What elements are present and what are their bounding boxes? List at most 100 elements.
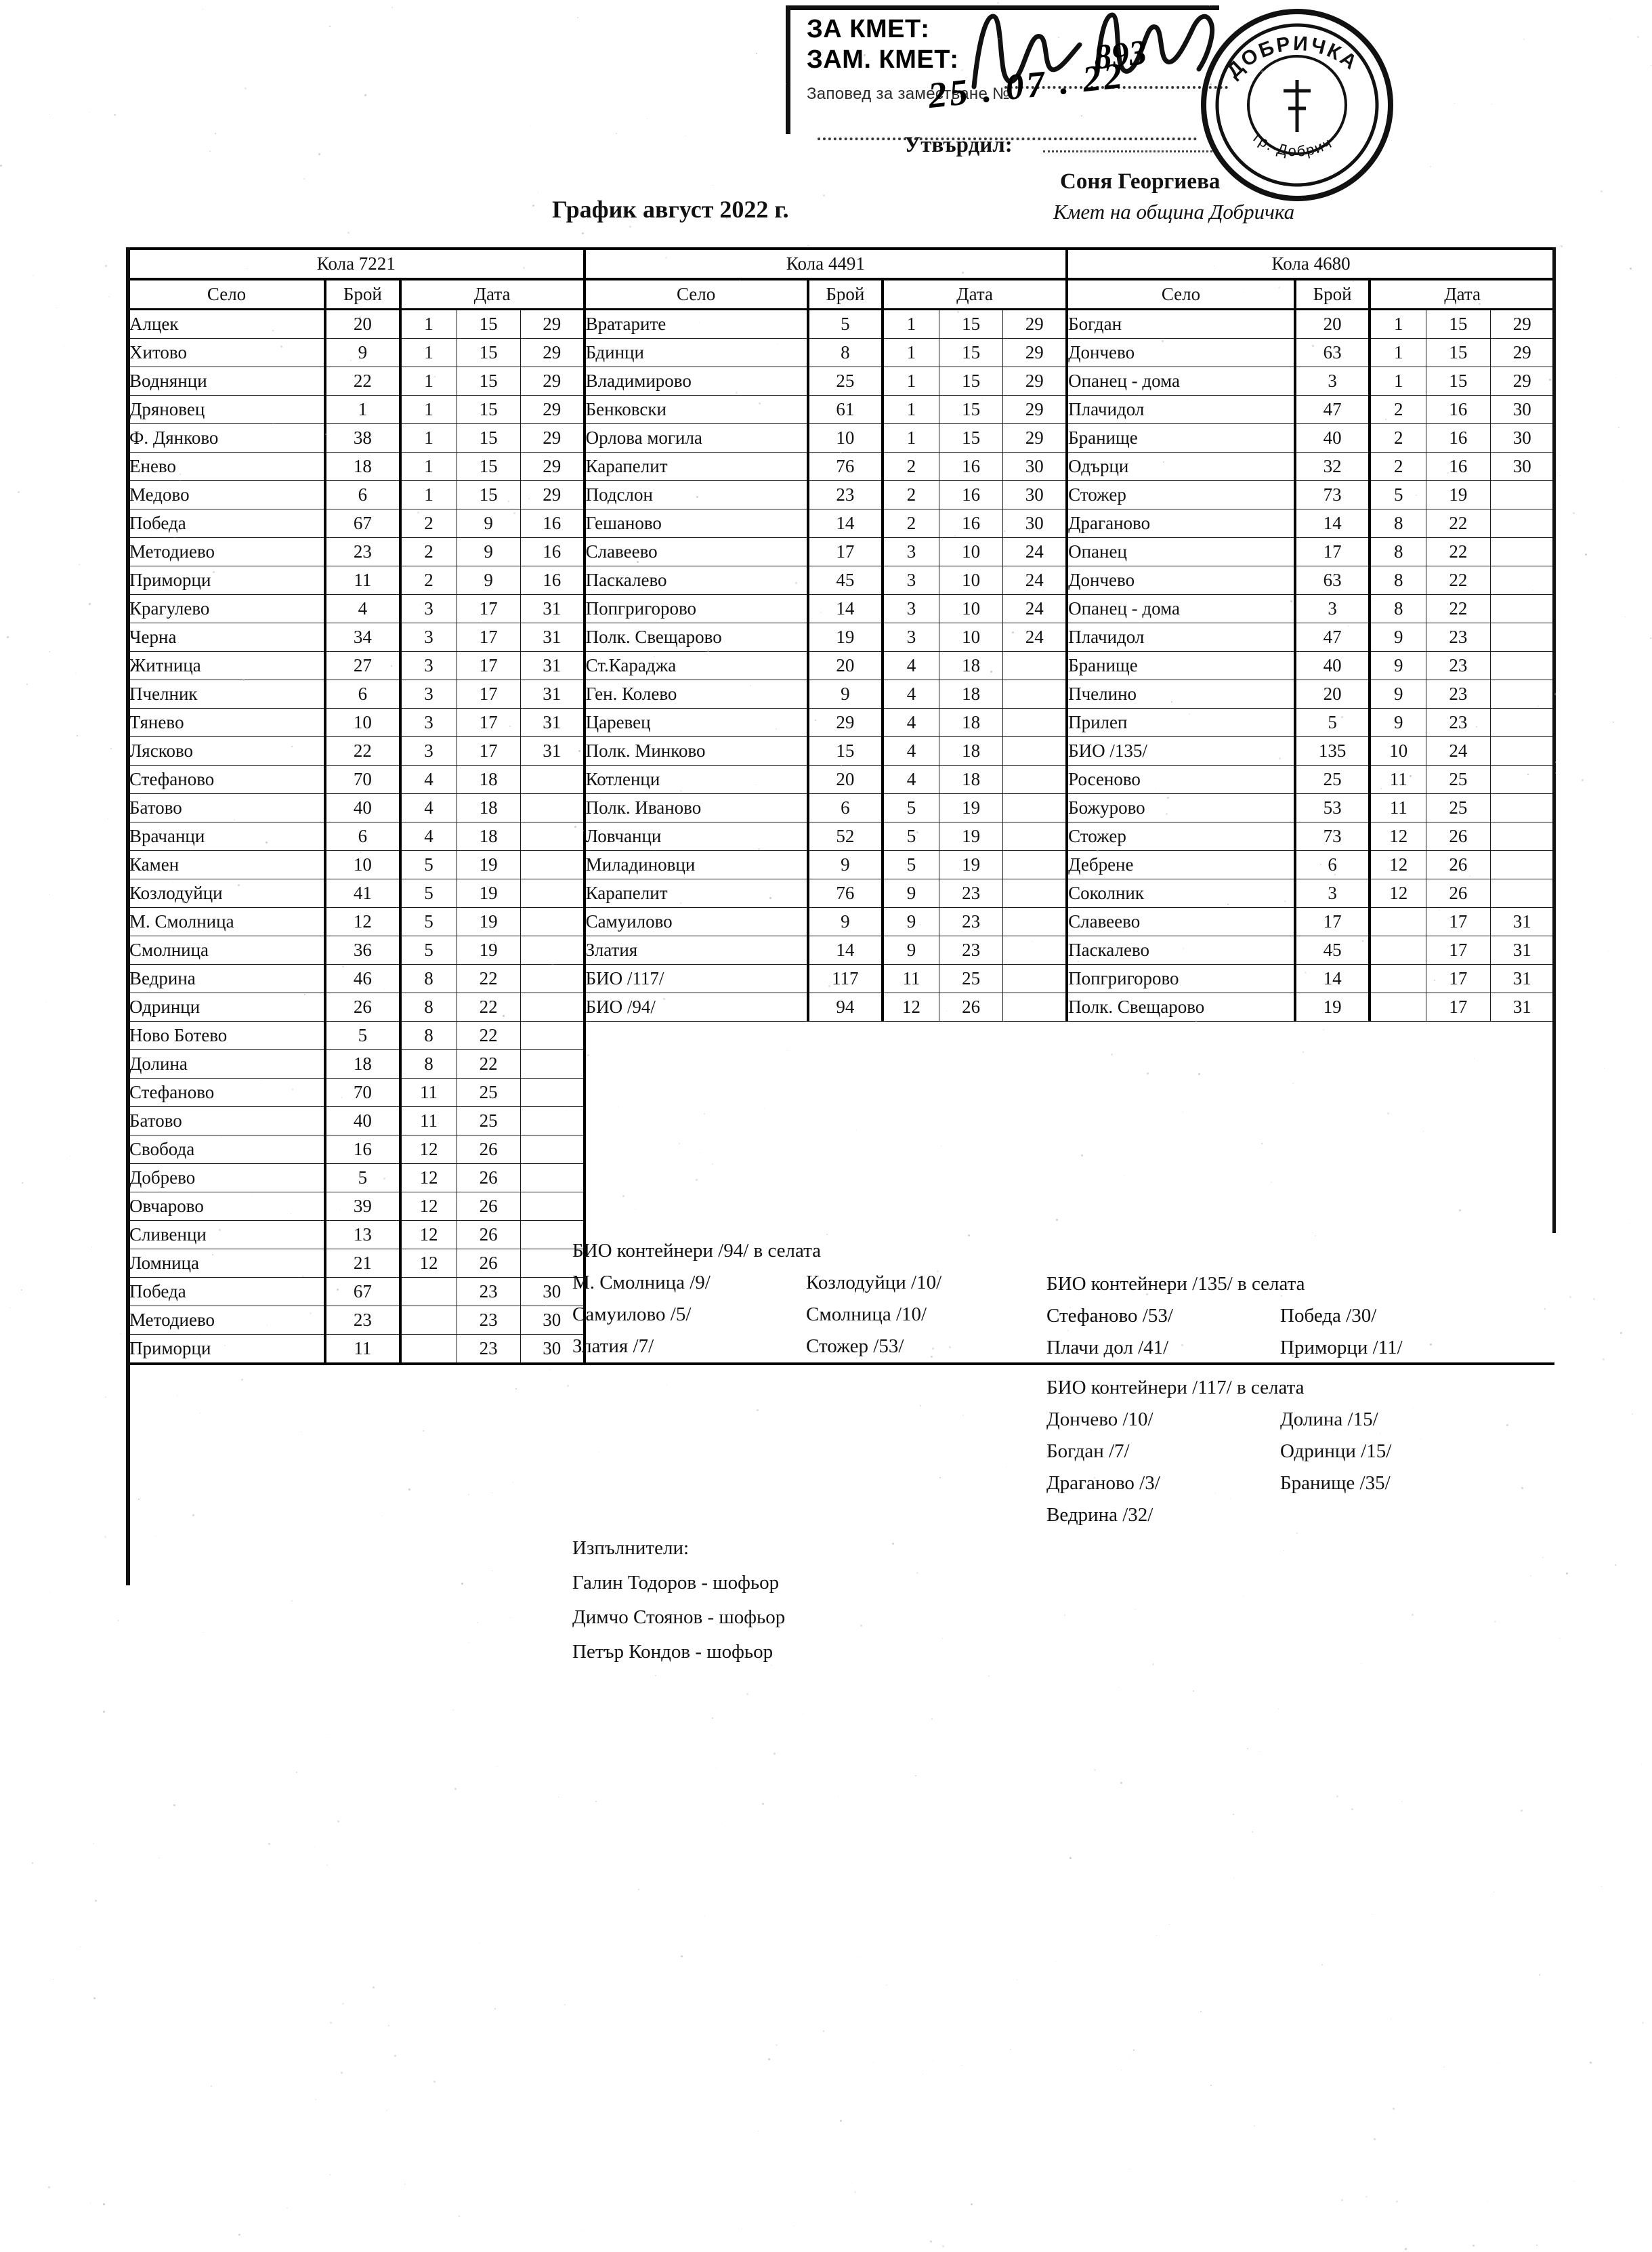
date-3: [1489, 879, 1555, 908]
date-1: 3: [881, 594, 940, 623]
date-3: [520, 1021, 586, 1050]
scan-speck: [137, 900, 139, 901]
table-row: Победа 67 2 9 16 Гешаново 14 2 16 30 Драганово 14 8 2…: [129, 509, 1555, 538]
village-name: Котленци: [584, 765, 809, 794]
scan-speck: [1078, 961, 1079, 962]
village-name: Карапелит: [584, 879, 809, 908]
scan-speck: [341, 2072, 343, 2074]
scan-speck: [1312, 1232, 1313, 1233]
date-3: [520, 1049, 586, 1079]
date-1: 5: [881, 793, 940, 822]
date-3: [520, 850, 586, 879]
date-3: 30: [520, 1306, 586, 1335]
scan-speck: [700, 2047, 701, 2048]
village-name: Полк. Иваново: [584, 793, 809, 822]
date-2: 17: [1426, 964, 1491, 993]
note-bio-94-row: М. Смолница /9/Козлодуйци /10/: [572, 1267, 1040, 1299]
note-bio-135-row: Плачи дол /41/Приморци /11/: [1046, 1332, 1514, 1364]
village-count: 14: [806, 936, 883, 965]
date-1: 8: [1368, 566, 1427, 595]
date-2: 23: [1426, 623, 1491, 652]
scan-speck: [1615, 1564, 1616, 1566]
scan-speck: [1256, 101, 1257, 102]
date-2: 10: [939, 623, 1004, 652]
scan-speck: [1094, 1769, 1096, 1771]
scan-speck: [707, 650, 709, 652]
scan-speck: [1351, 1808, 1353, 1810]
scan-speck: [209, 150, 211, 152]
village-name: Хитово: [129, 338, 326, 367]
scan-speck: [762, 1803, 764, 1805]
scan-speck: [272, 423, 274, 424]
date-3: [1489, 566, 1555, 595]
village-count: 12: [324, 907, 401, 936]
scan-speck: [1113, 945, 1114, 946]
scan-speck: [174, 434, 176, 436]
scan-speck: [272, 330, 274, 331]
date-2: 23: [939, 936, 1004, 965]
scan-speck: [1123, 91, 1124, 92]
date-1: 11: [1368, 765, 1427, 794]
scan-speck: [1292, 1083, 1294, 1084]
village-name: Орлова могила: [584, 423, 809, 453]
scan-speck: [211, 2085, 212, 2087]
date-1: 5: [398, 850, 457, 879]
scan-speck: [497, 1766, 498, 1767]
village-name: Стожер: [1066, 480, 1296, 509]
scan-speck: [1608, 951, 1609, 952]
scan-speck: [1393, 2108, 1395, 2110]
village-count: 22: [324, 736, 401, 766]
scan-speck: [1412, 1614, 1414, 1616]
date-3: 29: [1002, 367, 1069, 396]
executor-name: Петър Кондов - шофьор: [572, 1641, 774, 1663]
notes-bio-117-heading: БИО контейнери /117/ в селата: [1046, 1377, 1305, 1398]
scan-speck: [552, 963, 553, 965]
scan-speck: [326, 1864, 328, 1866]
village-count: 17: [1293, 537, 1370, 566]
date-3: [1489, 594, 1555, 623]
scan-speck: [408, 1488, 410, 1490]
empty-cell: [585, 1022, 1067, 1050]
scan-speck: [771, 1626, 772, 1627]
village-name: Полк. Свещарово: [1066, 993, 1296, 1022]
scan-speck: [1554, 693, 1556, 695]
notes-bio-135-heading: БИО контейнери /135/ в селата: [1046, 1273, 1305, 1295]
village-name: БИО /135/: [1066, 736, 1296, 766]
date-3: [1002, 822, 1069, 851]
executors-block: Изпълнители: Галин Тодоров - шофьор Димчо…: [572, 1531, 785, 1669]
village-name: Енево: [129, 452, 326, 481]
date-1: 5: [881, 822, 940, 851]
scan-speck: [1166, 813, 1168, 815]
date-2: 26: [456, 1249, 521, 1278]
village-name: Сливенци: [129, 1220, 326, 1249]
scan-speck: [1601, 190, 1603, 192]
scan-speck: [1261, 1143, 1263, 1144]
scan-speck: [341, 1097, 343, 1098]
date-1: 5: [398, 907, 457, 936]
scan-speck: [840, 452, 841, 453]
scan-speck: [1641, 1764, 1642, 1765]
scan-speck: [1362, 940, 1363, 942]
scan-speck: [291, 1600, 293, 1602]
scan-speck: [595, 1801, 597, 1802]
scan-speck: [939, 1477, 941, 1478]
village-name: Бенковски: [584, 395, 809, 424]
scan-speck: [823, 2030, 824, 2032]
village-name: Стожер: [1066, 822, 1296, 851]
scan-speck: [365, 1268, 367, 1270]
village-name: Батово: [129, 793, 326, 822]
village-name: Ген. Колево: [584, 680, 809, 709]
scan-speck: [478, 622, 479, 623]
village-count: 40: [1293, 423, 1370, 453]
village-name: Опанец - дома: [1066, 367, 1296, 396]
scan-speck: [114, 114, 116, 116]
scan-speck: [523, 267, 525, 269]
date-2: 23: [939, 879, 1004, 908]
village-count: 26: [324, 993, 401, 1022]
scan-speck: [1081, 1154, 1083, 1156]
executor-name: Димчо Стоянов - шофьор: [572, 1606, 786, 1628]
scan-speck: [1365, 2196, 1368, 2198]
date-2: 19: [939, 793, 1004, 822]
scan-speck: [1430, 166, 1431, 167]
village-name: Дряновец: [129, 395, 326, 424]
